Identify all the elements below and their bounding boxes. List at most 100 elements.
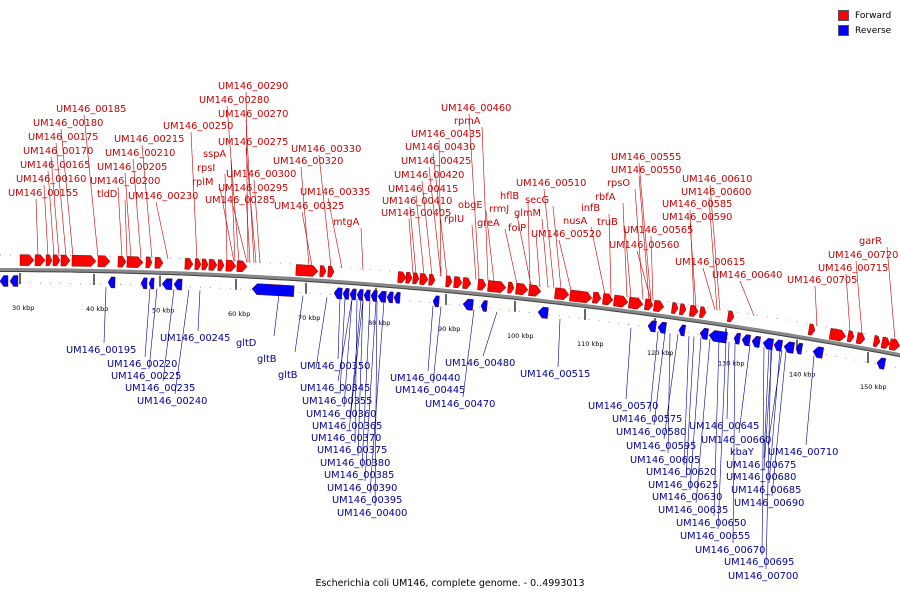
- reverse-gene-label: UM146_00235: [125, 383, 195, 394]
- forward-gene-arrow: [154, 256, 164, 269]
- forward-gene-label: UM146_00205: [97, 162, 167, 173]
- forward-gene-arrow: [60, 254, 71, 267]
- forward-gene-arrow: [678, 303, 687, 316]
- reverse-gene-label: UM146_00385: [324, 470, 394, 481]
- legend-reverse: Reverse: [838, 23, 891, 38]
- reverse-gene-arrow: [363, 289, 371, 302]
- forward-gene-label: UM146_00270: [218, 109, 288, 120]
- reverse-leader-line: [663, 334, 679, 440]
- forward-gene-arrow: [569, 289, 593, 304]
- reverse-leader-line: [685, 336, 695, 479]
- forward-gene-label: obgE: [458, 200, 483, 211]
- forward-gene-label: mtgA: [333, 217, 360, 228]
- genome-backbone-shadow: [0, 271, 900, 358]
- forward-gene-label: rpsI: [197, 163, 215, 174]
- reverse-leader-line: [763, 348, 770, 459]
- forward-leader-line: [55, 142, 67, 257]
- forward-leader-line: [219, 187, 235, 262]
- reverse-gene-arrow: [657, 321, 667, 334]
- forward-gene-arrow: [45, 254, 53, 267]
- scale-tick-label: 40 kbp: [86, 305, 108, 313]
- reverse-leader-line: [667, 333, 671, 454]
- legend-reverse-label: Reverse: [855, 25, 892, 36]
- forward-gene-label: UM146_00285: [205, 195, 275, 206]
- forward-gene-label: UM146_00425: [401, 156, 471, 167]
- forward-gene-arrow: [295, 264, 319, 277]
- reverse-leader-line: [649, 331, 659, 413]
- forward-leader-line: [638, 175, 650, 301]
- forward-gene-label: UM146_00410: [382, 196, 452, 207]
- legend-forward: Forward: [838, 8, 891, 23]
- forward-gene-label: UM146_00290: [218, 81, 288, 92]
- forward-leader-line: [415, 194, 425, 275]
- forward-gene-label: UM146_00325: [274, 201, 344, 212]
- reverse-gene-arrow: [386, 291, 394, 304]
- reverse-gene-label: UM146_00690: [734, 498, 804, 509]
- forward-gene-label: rpsO: [607, 178, 630, 189]
- forward-gene-label: UM146_00180: [33, 118, 103, 129]
- reverse-gene-label: UM146_00220: [107, 359, 177, 370]
- reverse-gene-arrow: [377, 290, 387, 303]
- forward-leader-line: [318, 154, 332, 268]
- reverse-gene-label: UM146_00650: [676, 518, 746, 529]
- forward-gene-arrow: [327, 265, 335, 278]
- forward-gene-label: UM146_00280: [199, 95, 269, 106]
- reverse-leader-line: [369, 301, 385, 494]
- forward-gene-label: UM146_00510: [516, 178, 586, 189]
- reverse-gene-arrow: [647, 320, 657, 333]
- forward-gene-label: UM146_00640: [712, 270, 782, 281]
- forward-gene-label: UM146_00590: [662, 212, 732, 223]
- forward-gene-label: secG: [525, 195, 549, 206]
- forward-gene-arrow: [217, 259, 225, 271]
- reverse-leader-line: [557, 318, 561, 368]
- reverse-gene-arrow: [0, 275, 9, 287]
- reverse-gene-label: gltB: [278, 370, 298, 381]
- reverse-leader-line: [462, 309, 475, 398]
- reverse-gene-label: UM146_00685: [731, 485, 801, 496]
- reverse-gene-arrow: [148, 277, 155, 290]
- forward-gene-arrow: [208, 259, 218, 271]
- reverse-gene-label: UM146_00395: [332, 495, 402, 506]
- forward-leader-line: [516, 214, 532, 286]
- forward-gene-label: UM146_00610: [682, 174, 752, 185]
- forward-gene-label: garR: [859, 236, 882, 247]
- reverse-gene-label: UM146_00625: [648, 480, 718, 491]
- reverse-leader-line: [732, 342, 736, 544]
- forward-leader-line: [245, 91, 249, 263]
- forward-leader-line: [360, 227, 364, 270]
- forward-gene-label: tldD: [97, 189, 117, 200]
- scale-tick-label: 140 kbp: [789, 371, 816, 379]
- scale-tick-label: 70 kbp: [298, 314, 320, 322]
- forward-gene-label: rpmA: [454, 116, 481, 127]
- forward-gene-label: UM146_00460: [441, 103, 511, 114]
- forward-gene-arrow: [628, 296, 644, 310]
- reverse-gene-arrow: [173, 278, 183, 291]
- reverse-gene-arrow: [733, 332, 741, 345]
- forward-leader-line: [504, 228, 518, 285]
- forward-leader-line: [636, 250, 652, 301]
- forward-leader-line: [245, 147, 257, 263]
- reverse-gene-label: UM146_00480: [445, 358, 515, 369]
- reverse-leader-line: [357, 299, 364, 457]
- reverse-leader-line: [273, 294, 280, 337]
- reverse-gene-arrow: [107, 276, 116, 289]
- reverse-gene-label: UM146_00570: [588, 401, 658, 412]
- reverse-gene-label: UM146_00710: [768, 447, 838, 458]
- reverse-gene-arrow: [333, 287, 343, 300]
- reverse-leader-line: [174, 289, 190, 395]
- forward-gene-label: UM146_00435: [411, 129, 481, 140]
- forward-leader-line: [124, 172, 132, 258]
- forward-gene-label: UM146_00600: [681, 187, 751, 198]
- forward-gene-arrow: [412, 272, 420, 285]
- forward-gene-arrow: [602, 293, 614, 306]
- forward-gene-arrow: [225, 259, 237, 272]
- forward-gene-arrow: [880, 336, 891, 349]
- forward-leader-line: [689, 222, 697, 307]
- forward-leader-line: [438, 139, 442, 277]
- forward-gene-label: folP: [508, 223, 526, 234]
- forward-gene-arrow: [872, 335, 881, 348]
- forward-gene-arrow: [117, 255, 127, 268]
- forward-gene-arrow: [653, 299, 665, 313]
- forward-gene-label: UM146_00585: [662, 199, 732, 210]
